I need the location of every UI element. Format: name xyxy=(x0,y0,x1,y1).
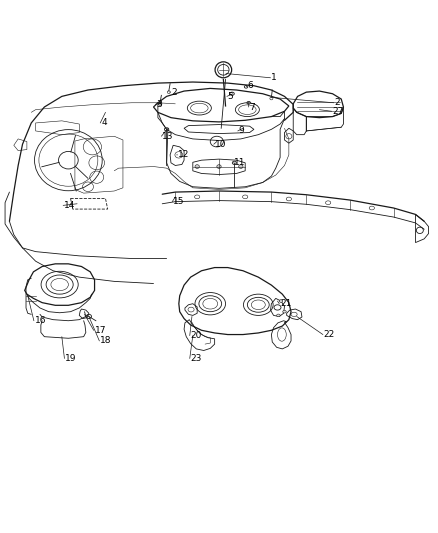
Text: 9: 9 xyxy=(239,126,244,135)
Text: 2: 2 xyxy=(335,98,340,107)
Text: 16: 16 xyxy=(35,316,46,325)
Text: 17: 17 xyxy=(95,326,106,335)
Text: 5: 5 xyxy=(228,92,233,101)
Ellipse shape xyxy=(239,165,243,168)
Text: 20: 20 xyxy=(191,331,202,340)
Text: 11: 11 xyxy=(234,158,246,167)
Text: 12: 12 xyxy=(177,150,189,159)
Text: 22: 22 xyxy=(324,330,335,339)
Text: 4: 4 xyxy=(101,118,107,127)
Text: 19: 19 xyxy=(65,354,77,363)
Text: 18: 18 xyxy=(100,336,112,345)
Text: 27: 27 xyxy=(332,107,344,116)
Text: 10: 10 xyxy=(215,140,226,149)
Text: 23: 23 xyxy=(191,354,202,363)
Text: 3: 3 xyxy=(156,100,162,109)
Text: 13: 13 xyxy=(162,132,174,141)
Ellipse shape xyxy=(195,165,199,168)
Text: 2: 2 xyxy=(171,87,177,96)
Text: 14: 14 xyxy=(64,201,75,210)
Ellipse shape xyxy=(217,165,221,168)
Text: 1: 1 xyxy=(272,73,277,82)
Text: 7: 7 xyxy=(250,102,255,111)
Ellipse shape xyxy=(277,314,280,317)
Ellipse shape xyxy=(283,310,286,313)
Ellipse shape xyxy=(279,300,283,302)
Text: 15: 15 xyxy=(173,197,185,206)
Text: 6: 6 xyxy=(247,81,253,90)
Text: 21: 21 xyxy=(280,299,292,308)
